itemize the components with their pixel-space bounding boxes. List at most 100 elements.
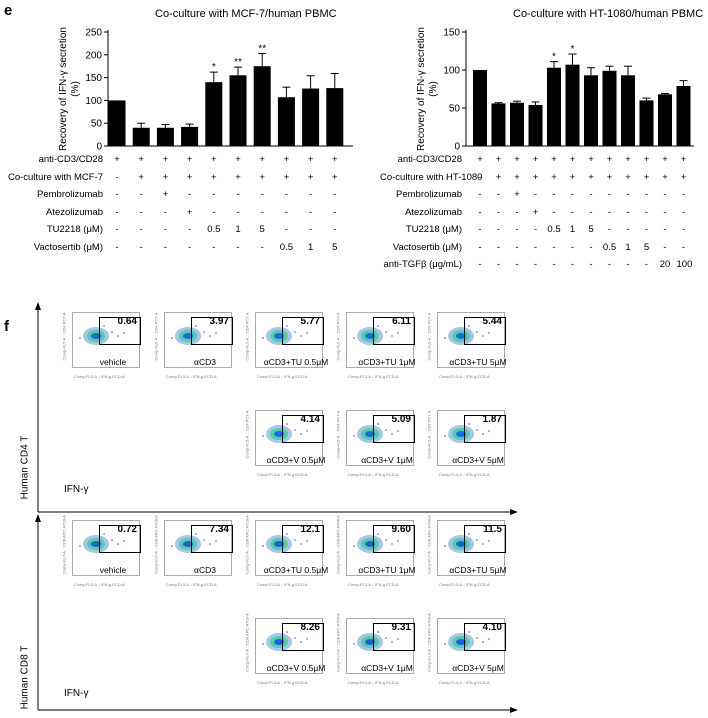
flow-plot-area: 5.77 αCD3+TU 0.5μM [255,312,328,368]
condition-value: - [607,224,612,235]
condition-value: - [284,206,288,218]
scatter-dot [306,430,308,432]
condition-value: - [626,259,630,270]
condition-value: - [188,241,192,253]
condition-value: - [236,206,240,218]
flow-x-axis-label: Comp-FL3-A :: IFN-g ECD-A [166,582,217,587]
condition-value: - [236,189,240,200]
scatter-dot [215,540,217,542]
condition-value: - [607,206,612,218]
condition-value: - [515,206,519,218]
condition-value: + [662,171,668,183]
bar [229,75,247,146]
gate-box [191,525,233,553]
scatter-dot [468,631,470,633]
condition-label: αCD3+V 1μM [361,663,413,673]
condition-value: - [139,206,143,218]
condition-label: αCD3+V 0.5μM [266,455,326,465]
scatter-dot [117,543,119,545]
condition-label: αCD3+TU 1μM [358,357,416,367]
scatter-dot [203,331,205,333]
scatter-dot [482,641,484,643]
condition-label: TU2218 (μM) [46,224,103,235]
flow-y-axis-label: Comp-FL7-A :: CD8 APC-A700-A [153,515,159,574]
condition-value: + [495,154,502,165]
flow-plot: Comp-FL5-A :: CD4 PC7-A 1.87 αCD3+V 5μM … [425,408,506,482]
scatter-dot [391,335,393,337]
condition-value: + [606,171,613,183]
flow-x-axis-label: Comp-FL3-A :: IFN-g ECD-A [74,582,125,587]
flow-x-axis-label: Comp-FL3-A :: IFN-g ECD-A [439,472,490,477]
flow-plot: Comp-FL5-A :: CD4 PC7-A 3.97 αCD3 Comp-F… [152,310,233,384]
condition-value: - [478,206,482,218]
chart2-title: Co-culture with HT-1080/human PBMC [513,8,704,20]
gate-box [282,415,324,443]
gate-percentage: 5.09 [391,414,411,425]
scatter-dot [195,325,197,327]
condition-value: + [625,171,631,183]
condition-label: vehicle [99,357,127,367]
cell-population-core [456,333,466,339]
condition-value: + [588,154,594,165]
y-tick-label: 150 [443,28,460,39]
cell-population-core [365,333,375,339]
condition-value: - [139,224,143,235]
scatter-dot [262,337,264,339]
flow-plot: Comp-FL7-A :: CD8 APC-A700-A 8.26 αCD3+V… [243,613,326,690]
scatter-dot [488,638,490,640]
panel-f-label: f [4,318,9,335]
condition-label: αCD3 [194,357,216,367]
scatter-dot [391,433,393,435]
scatter-dot [468,325,470,327]
flow-plot-area: 9.31 αCD3+V 1μM [346,618,415,674]
scatter-dot [209,543,211,545]
y-axis-label-line: Recovery of IFN-γ secretion [416,27,427,151]
y-axis-label-line: (%) [428,81,439,97]
condition-value: 1 [235,224,241,235]
condition-value: 20 [659,259,671,270]
scatter-dot [306,540,308,542]
condition-value: + [680,154,687,165]
condition-value: + [283,171,290,183]
condition-value: - [496,224,501,235]
scatter-dot [111,539,113,541]
condition-value: - [570,189,575,200]
scatter-dot [103,325,105,327]
scatter-dot [476,331,478,333]
scatter-dot [444,337,446,339]
significance-mark: * [571,44,575,55]
bar [181,126,199,146]
scatter-dot [377,533,379,535]
condition-value: 0.5 [207,224,221,235]
y-tick-label: 150 [85,73,102,84]
scatter-dot [488,332,490,334]
chart1-conditions-table: anti-CD3/CD28 + + + + + + + + + + Co-culture with M… [0,152,360,253]
condition-value: + [186,154,193,165]
flow-y-axis-label: Comp-FL5-A :: CD4 PC7-A [153,312,159,361]
condition-value: + [332,171,338,183]
scatter-dot [294,637,296,639]
flow-plot: Comp-FL7-A :: CD8 APC-A700-A 11.5 αCD3+T… [425,515,507,592]
gate-box [464,317,506,345]
y-axis-label: Recovery of IFN-γ secretion(%) [58,27,81,151]
flow-plot-area: 3.97 αCD3 [164,312,233,368]
condition-value: - [515,224,519,235]
scatter-dot [286,325,288,327]
condition-label: anti-CD3/CD28 [38,154,103,165]
bar [658,94,672,146]
cd4-group-label: Human CD4 T [19,435,31,500]
scatter-dot [117,335,119,337]
cell-population-core [456,639,466,645]
flow-x-axis-label: Comp-FL3-A :: IFN-g ECD-A [348,582,399,587]
condition-value: + [680,171,687,183]
cd4-ifng-label: IFN-γ [64,484,89,495]
scatter-dot [482,335,484,337]
scatter-dot [215,332,217,334]
gate-box [373,317,415,345]
scatter-dot [294,429,296,431]
scatter-dot [300,641,302,643]
bar [302,88,320,146]
cell-population-core [91,541,101,547]
scatter-dot [385,539,387,541]
flow-x-axis-label: Comp-FL3-A :: IFN-g ECD-A [166,374,217,379]
